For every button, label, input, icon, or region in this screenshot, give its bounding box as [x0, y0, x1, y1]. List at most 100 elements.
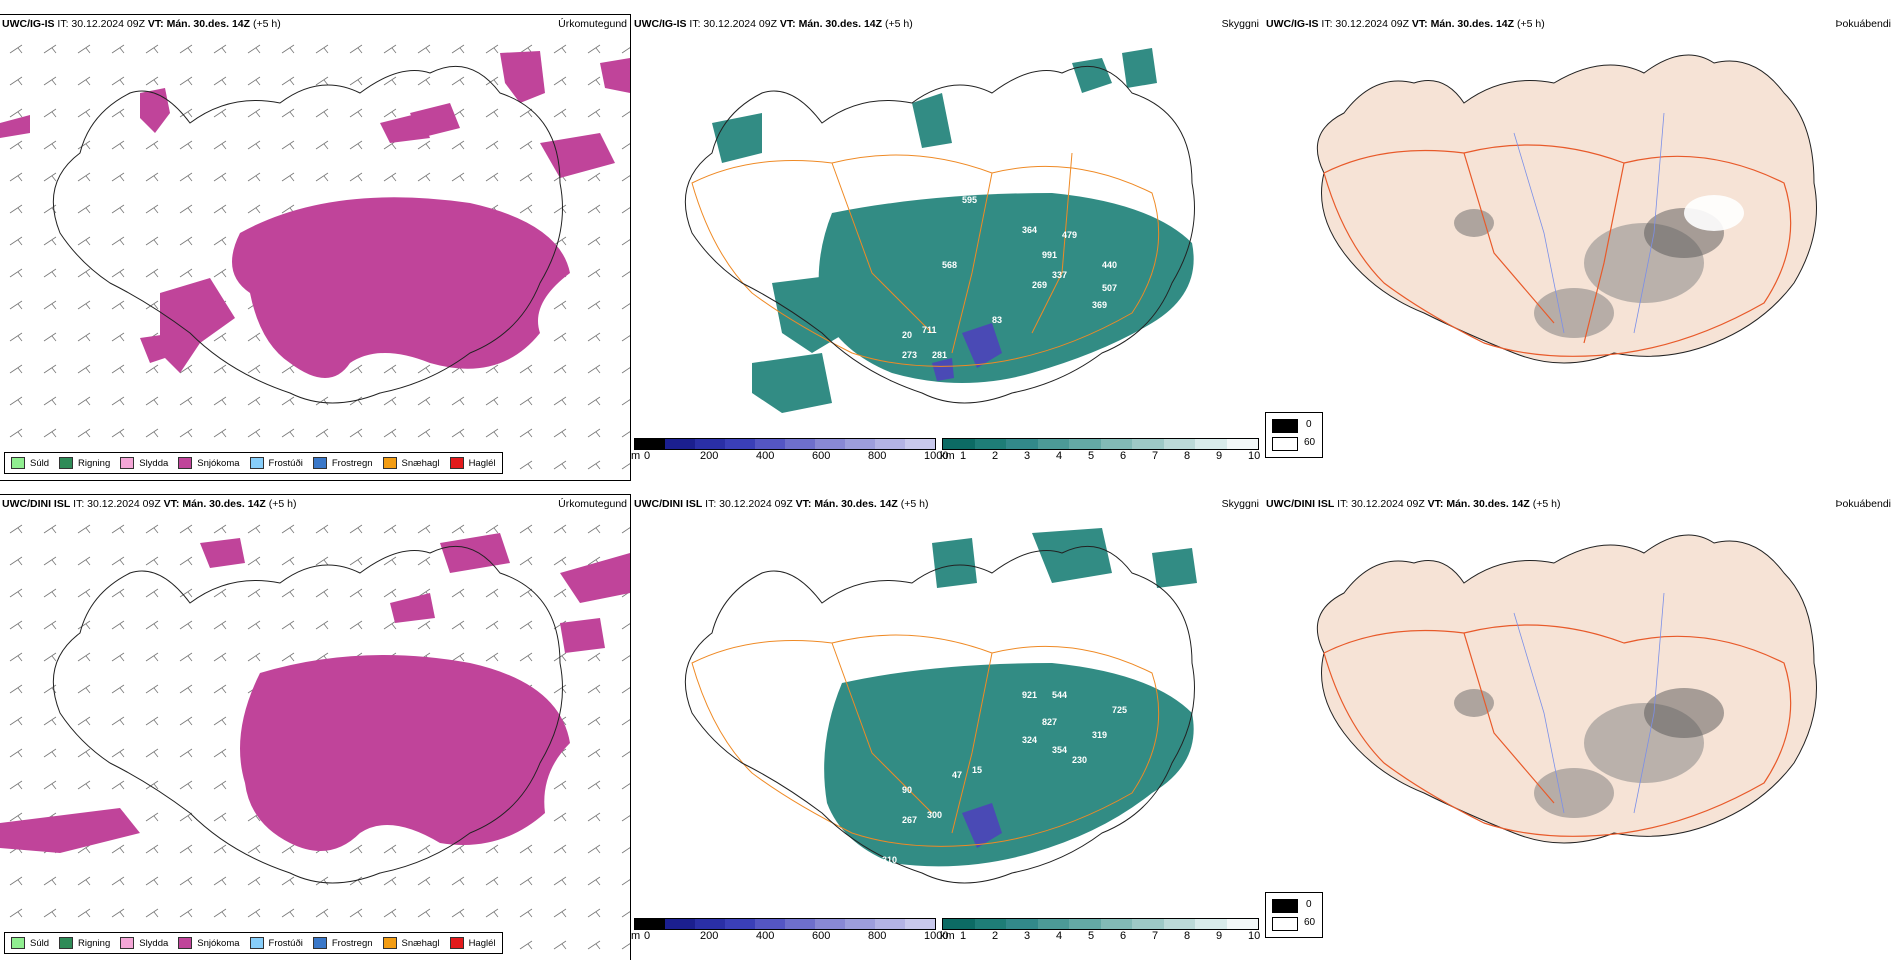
wind-barb: [179, 620, 193, 630]
tick-label: 4: [1056, 450, 1063, 462]
tick-label: 8: [1184, 930, 1191, 942]
wind-barb: [145, 524, 159, 534]
colorbar-step: [695, 919, 725, 929]
wind-barb: [451, 428, 465, 438]
wind-barb: [9, 748, 23, 758]
legend-item-rigning: Rigning: [59, 937, 110, 949]
wind-barb: [111, 748, 125, 758]
legend-swatch: [449, 457, 464, 469]
wind-barb: [587, 652, 601, 662]
valid-time: VT: Mán. 30.des. 14Z: [795, 498, 898, 510]
height-label: 544: [1052, 690, 1067, 700]
wind-barb: [349, 396, 363, 406]
height-label: 827: [1042, 717, 1057, 727]
wind-barb: [349, 44, 363, 54]
colorbar-step: [665, 919, 695, 929]
wind-barb: [213, 780, 227, 790]
wind-barb: [451, 620, 465, 630]
wind-barb: [383, 556, 397, 566]
wind-barb: [485, 364, 499, 374]
wind-barb: [485, 44, 499, 54]
wind-barb: [621, 815, 630, 822]
legend-swatch: [249, 457, 264, 469]
wind-barb: [553, 684, 567, 694]
legend-item-slydda: Slydda: [120, 457, 168, 469]
colorbar-step: [943, 919, 975, 929]
legend-swatch: [312, 937, 327, 949]
wind-barb: [247, 428, 261, 438]
wind-barb: [417, 620, 431, 630]
terrain-above-cloudbase: [962, 803, 1002, 848]
tick-label: 400: [756, 450, 775, 462]
wind-barb: [247, 332, 261, 342]
wind-barb: [111, 620, 125, 630]
legend-swatch: [120, 457, 135, 469]
wind-barb: [553, 524, 567, 534]
wind-barb: [213, 140, 227, 150]
colorbar-step: [845, 439, 875, 449]
visibility-map: 595 364 479 991 440 568 337 507 269 369 83 20 711 273…: [684, 48, 1195, 413]
wind-barb: [315, 428, 329, 438]
lead-time: (+5 h): [884, 18, 913, 30]
wind-barb: [213, 268, 227, 278]
valid-time: VT: Mán. 30.des. 14Z: [1427, 498, 1530, 510]
wind-barb: [417, 524, 431, 534]
colorbar-step: [1006, 919, 1038, 929]
tick-label: 2: [992, 930, 999, 942]
legend-label: Súld: [30, 937, 50, 949]
height-label: 20: [902, 330, 912, 340]
colorbar-step: [1226, 919, 1258, 929]
wind-barb: [553, 556, 567, 566]
colorbar-step: [755, 919, 785, 929]
wind-barb: [247, 76, 261, 86]
panel-title: Þokuábendi: [1835, 18, 1891, 30]
wind-barb: [9, 716, 23, 726]
wind-barb: [621, 911, 630, 918]
wind-barb: [417, 844, 431, 854]
tick-label: 10: [1248, 930, 1261, 942]
wind-barb: [587, 428, 601, 438]
wind-barb: [111, 172, 125, 182]
wind-barb: [111, 140, 125, 150]
wind-barb: [145, 620, 159, 630]
panel-fog-indicator-bottom: UWC/DINI ISL IT: 30.12.2024 09Z VT: Mán.…: [1264, 495, 1894, 960]
wind-barb: [519, 652, 533, 662]
coastline: [684, 545, 1195, 884]
tick-label: 3: [1024, 450, 1031, 462]
wind-barb: [213, 44, 227, 54]
wind-barb: [485, 428, 499, 438]
wind-barb: [417, 908, 431, 918]
wind-barb: [621, 719, 630, 726]
wind-barb: [587, 172, 601, 182]
wind-barb: [383, 396, 397, 406]
wind-barb: [553, 940, 567, 950]
colorbar-step: [1100, 439, 1132, 449]
legend-item-snjókoma: Snjókoma: [178, 457, 240, 469]
wind-barb: [315, 908, 329, 918]
wind-barb: [281, 140, 295, 150]
lead-time: (+5 h): [900, 498, 929, 510]
wind-barb: [179, 908, 193, 918]
legend-swatch: [249, 937, 264, 949]
colorbar-step: [905, 919, 935, 929]
wind-barb: [179, 684, 193, 694]
init-time: IT: 30.12.2024 09Z: [57, 18, 145, 30]
height-label: 47: [952, 770, 962, 780]
wind-barb: [315, 396, 329, 406]
wind-barb: [315, 556, 329, 566]
wind-barb: [349, 556, 363, 566]
wind-barb: [281, 908, 295, 918]
wind-barb: [77, 748, 91, 758]
wind-barb: [111, 268, 125, 278]
panel-header: UWC/DINI ISL IT: 30.12.2024 09Z VT: Mán.…: [0, 495, 630, 513]
legend-item-rigning: Rigning: [59, 457, 110, 469]
wind-barb: [247, 908, 261, 918]
wind-barb: [587, 524, 601, 534]
wind-barb: [315, 588, 329, 598]
height-label: 725: [1112, 705, 1127, 715]
wind-barb: [213, 172, 227, 182]
wind-barb: [77, 300, 91, 310]
height-label: 479: [1062, 230, 1077, 240]
wind-barb: [587, 844, 601, 854]
wind-barb: [9, 684, 23, 694]
